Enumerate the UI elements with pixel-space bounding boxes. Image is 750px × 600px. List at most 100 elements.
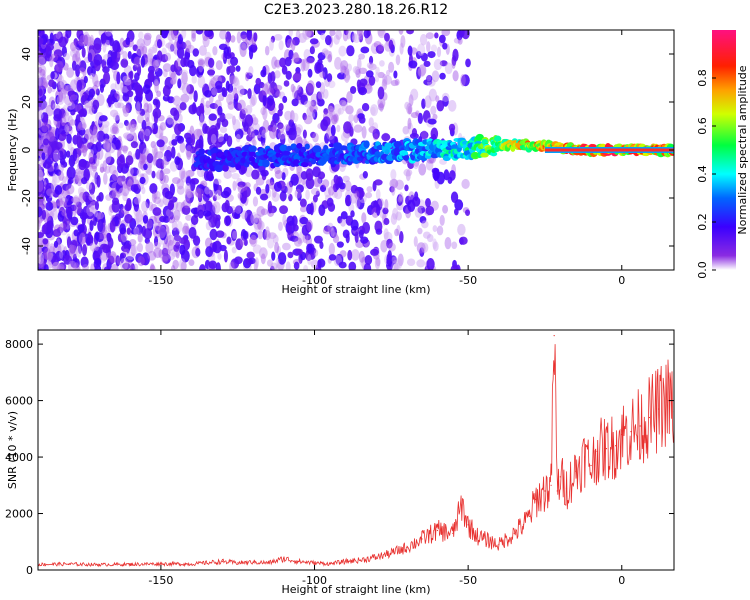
spectrogram-blob bbox=[215, 60, 223, 71]
spectrogram-blob bbox=[313, 249, 319, 257]
spectrogram-blob bbox=[95, 88, 100, 96]
spectrogram-blob bbox=[88, 105, 95, 115]
spectrogram-blob bbox=[250, 212, 259, 225]
spectrogram-blob bbox=[170, 78, 177, 85]
snr-data-point bbox=[498, 543, 500, 546]
spectrogram-blob bbox=[132, 64, 138, 72]
spectrogram-blob bbox=[345, 105, 354, 115]
spectrogram-blob bbox=[235, 102, 242, 111]
spectrogram-blob bbox=[170, 71, 177, 85]
spectrogram-blob bbox=[172, 259, 180, 270]
spectrogram-blob bbox=[339, 99, 347, 108]
spectrogram-blob bbox=[451, 241, 458, 250]
spectrogram-blob bbox=[358, 30, 364, 40]
spectrogram-ridge-mark bbox=[401, 151, 408, 157]
spectrogram-blob bbox=[104, 30, 113, 37]
spectrogram-blob bbox=[239, 88, 248, 95]
spectrogram-blob bbox=[126, 133, 134, 142]
spectrogram-blob bbox=[103, 138, 110, 150]
spectrogram-blob bbox=[115, 114, 120, 124]
spectrogram-ridge-mark bbox=[328, 143, 335, 148]
spectrogram-blob bbox=[77, 170, 85, 179]
spectrogram-blob bbox=[38, 246, 43, 259]
snr-data-point bbox=[658, 408, 660, 410]
spectrogram-blob bbox=[117, 233, 124, 243]
spectrogram-blob bbox=[159, 169, 164, 182]
spectrogram-blob bbox=[372, 128, 380, 140]
snr-data-point bbox=[298, 560, 300, 563]
spectrogram-blob bbox=[102, 160, 108, 173]
spectrogram-blob bbox=[333, 103, 342, 117]
spectrogram-blob bbox=[419, 33, 428, 46]
spectrogram-blob bbox=[88, 151, 94, 163]
spectrogram-blob bbox=[197, 75, 206, 89]
spectrogram-blob bbox=[270, 35, 275, 43]
spectrogram-blob bbox=[119, 253, 125, 264]
spectrogram-blob bbox=[350, 210, 355, 218]
spectrogram-blob bbox=[55, 127, 60, 140]
spectrogram-blob bbox=[205, 246, 214, 258]
spectrogram-blob bbox=[46, 213, 51, 223]
spectrogram-blob bbox=[202, 35, 210, 48]
spectrogram-blob bbox=[59, 250, 64, 259]
spectrogram-blob bbox=[151, 191, 157, 203]
spectrogram-blob bbox=[310, 188, 320, 196]
spectrogram-blob bbox=[135, 56, 140, 66]
spectrogram-blob bbox=[284, 56, 292, 67]
spectrogram-blob bbox=[417, 205, 426, 214]
spectrogram-blob bbox=[305, 83, 314, 96]
spectrogram-blob bbox=[210, 133, 217, 145]
spectrogram-blob bbox=[117, 175, 127, 186]
spectrogram-blob bbox=[285, 35, 292, 44]
spectrogram-blob bbox=[67, 178, 72, 189]
spectrogram-blob bbox=[89, 149, 94, 157]
spectrogram-blob bbox=[67, 260, 77, 270]
spectrogram-blob bbox=[327, 108, 335, 118]
spectrogram-blob bbox=[123, 119, 129, 126]
spectrogram-blob bbox=[71, 46, 80, 54]
spectrogram-blob bbox=[148, 201, 154, 212]
spectrogram-blob bbox=[293, 237, 303, 247]
spectrogram-blob bbox=[179, 69, 189, 76]
spectrogram-blob bbox=[133, 200, 140, 212]
spectrogram-blob bbox=[152, 207, 162, 216]
snr-data-point bbox=[621, 433, 623, 436]
spectrogram-blob bbox=[204, 30, 214, 38]
spectrogram-blob bbox=[38, 232, 44, 239]
spectrogram-blob bbox=[343, 70, 351, 83]
spectrogram-blob bbox=[141, 154, 146, 162]
spectrogram-blob bbox=[125, 103, 131, 113]
spectrogram-blob bbox=[320, 119, 329, 131]
spectrogram-blob bbox=[38, 170, 45, 178]
spectrogram-blob bbox=[271, 191, 280, 202]
spectrogram-blob bbox=[109, 37, 114, 47]
spectrogram-blob bbox=[105, 194, 113, 201]
spectrogram-blob bbox=[224, 113, 234, 120]
spectrogram-blob bbox=[79, 144, 88, 153]
spectrogram-blob bbox=[125, 256, 135, 263]
spectrogram-blob bbox=[249, 232, 259, 241]
spectrogram-blob bbox=[122, 145, 128, 154]
spectrogram-blob bbox=[236, 31, 242, 44]
spectrogram-blob bbox=[248, 257, 256, 265]
spectrogram-blob bbox=[327, 80, 336, 89]
colorbar-tick-label: 0.8 bbox=[696, 69, 709, 87]
spectrogram-blob bbox=[272, 234, 279, 244]
spectrogram-blob bbox=[94, 80, 102, 88]
spectrogram-blob bbox=[197, 58, 205, 66]
spectrogram-blob bbox=[434, 32, 439, 39]
x-tick-label: -50 bbox=[459, 274, 477, 287]
spectrogram-blob bbox=[329, 113, 338, 126]
spectrogram-blob bbox=[262, 94, 267, 107]
spectrogram-blob bbox=[129, 239, 137, 246]
spectrogram-blob bbox=[139, 176, 146, 185]
spectrogram-blob bbox=[305, 177, 315, 190]
spectrogram-blob bbox=[237, 192, 243, 199]
spectrogram-blob bbox=[102, 66, 110, 74]
spectrogram-blob bbox=[306, 55, 315, 64]
spectrogram-blob bbox=[333, 174, 339, 185]
spectrogram-blob bbox=[305, 235, 312, 246]
spectrogram-blob bbox=[337, 215, 343, 224]
spectrogram-blob bbox=[465, 58, 471, 68]
spectrogram-blob bbox=[347, 249, 353, 261]
